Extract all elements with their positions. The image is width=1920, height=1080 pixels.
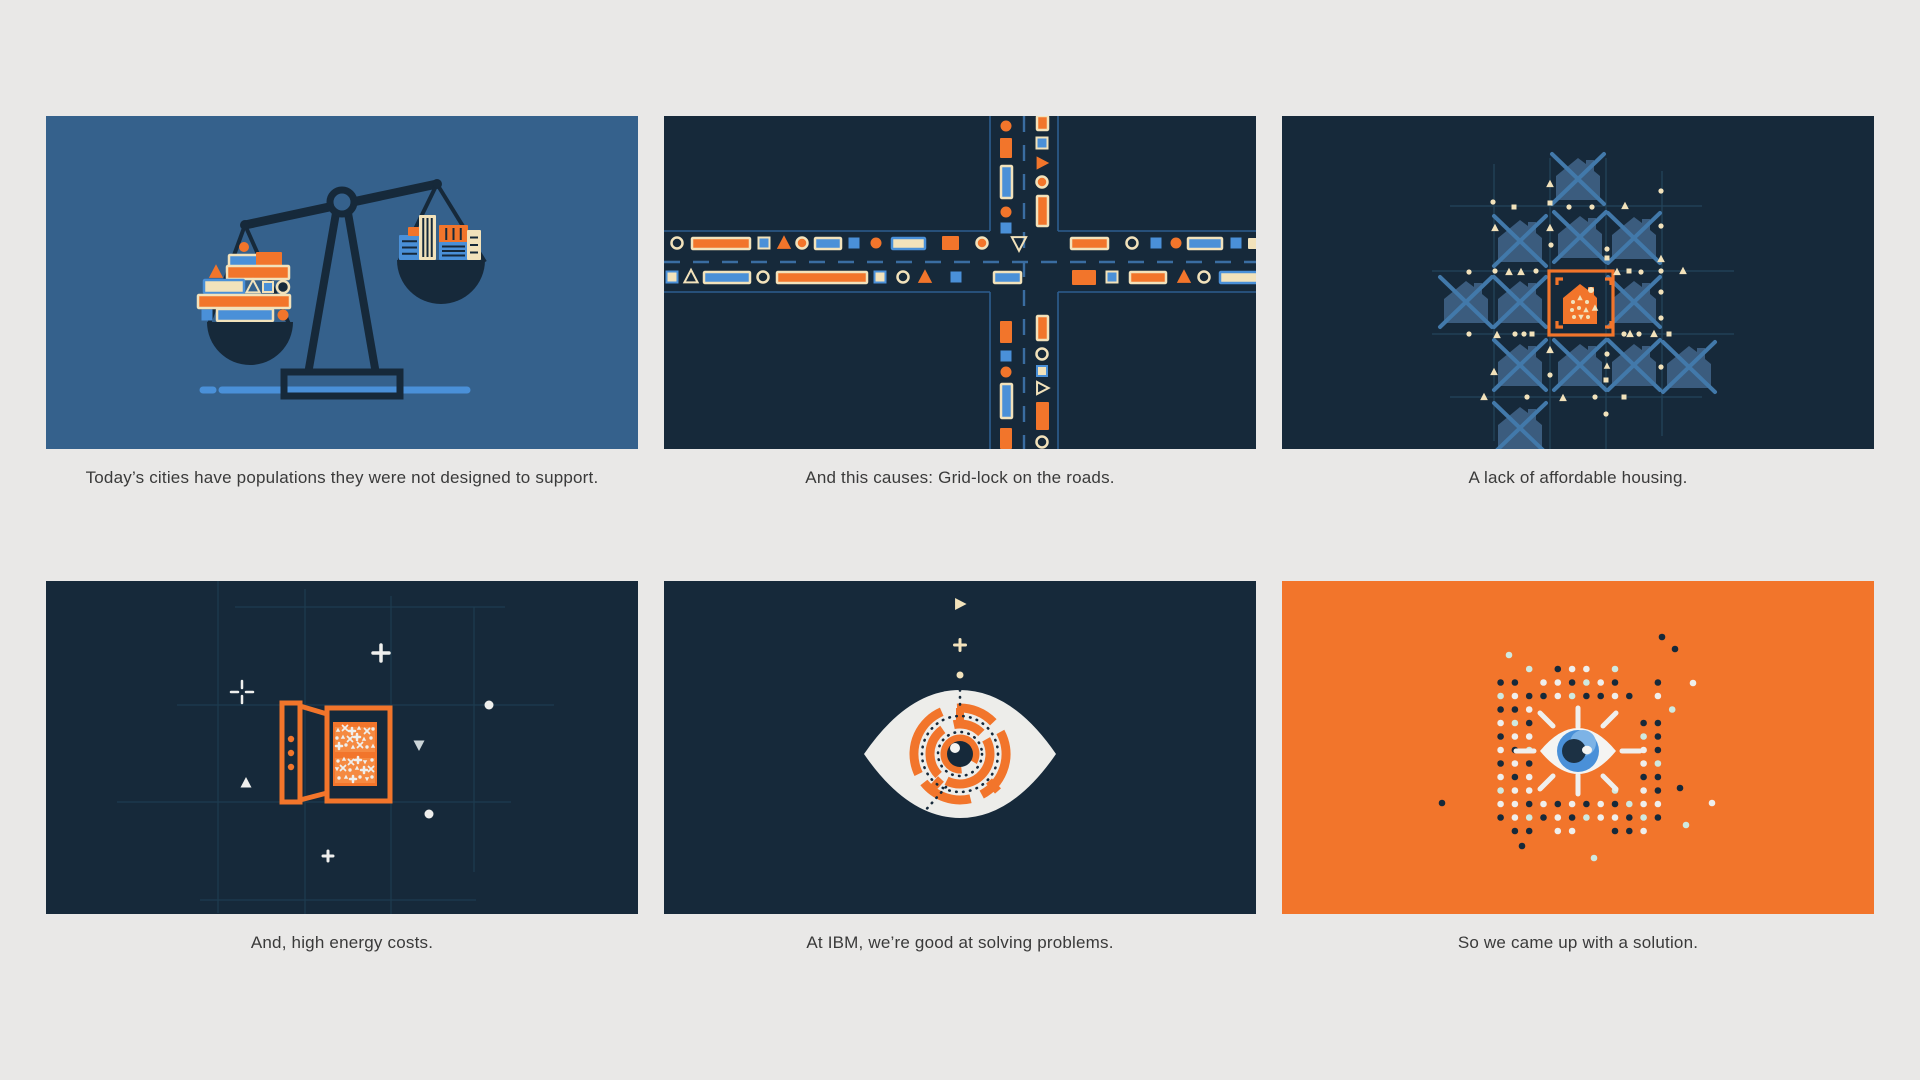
caption-housing: A lack of affordable housing. [1468, 468, 1688, 487]
caption-solution: So we came up with a solution. [1457, 933, 1699, 952]
pupil [947, 741, 973, 767]
traffic-lane-vertical-right [1035, 116, 1051, 449]
city-block-grid [1432, 158, 1734, 449]
balance-scale-illustration [46, 116, 638, 449]
gridlock-illustration [664, 116, 1256, 449]
left-pan [207, 322, 293, 365]
right-pan [397, 260, 485, 304]
housing-scatter [1466, 179, 1687, 417]
caption-cities: Today’s cities have populations they wer… [85, 468, 599, 487]
energy-particles [334, 724, 376, 784]
crossed-out-houses [1438, 152, 1717, 449]
solution-eye-icon [1540, 728, 1616, 774]
pupil-highlight [950, 743, 960, 753]
iris-maze [909, 703, 1011, 805]
housing-illustration [1282, 116, 1874, 449]
beacon-shapes [953, 597, 967, 679]
traffic-lane-vertical-left [999, 120, 1014, 449]
highlight-house-frame [1547, 269, 1615, 337]
maze-dotted-path [920, 688, 1000, 814]
panel-ibm-eye [664, 581, 1256, 914]
energy-scatter [229, 643, 494, 863]
panel-housing [1282, 116, 1874, 449]
energy-box [279, 700, 393, 805]
house-specks [1570, 287, 1599, 320]
city-buildings [399, 215, 481, 260]
eye-maze-illustration [664, 581, 1256, 914]
blueprint-grid [117, 581, 554, 914]
solution-illustration [1282, 581, 1874, 914]
traffic-lane-top [670, 235, 1256, 253]
energy-illustration [46, 581, 638, 914]
fulcrum [326, 186, 358, 218]
traffic-lane-bottom [665, 267, 1256, 285]
panel-cities [46, 116, 638, 449]
population-stack [196, 242, 292, 323]
panel-energy [46, 581, 638, 914]
dot-outliers [1438, 633, 1716, 862]
caption-ibm: At IBM, we’re good at solving problems. [806, 933, 1114, 952]
highlight-house-icon [1563, 284, 1597, 324]
panel-solution [1282, 581, 1874, 914]
panel-gridlock [664, 116, 1256, 449]
door-dots [287, 735, 295, 771]
caption-gridlock: And this causes: Grid-lock on the roads. [805, 468, 1115, 487]
eye-rays [1513, 705, 1643, 797]
caption-energy: And, high energy costs. [250, 933, 434, 952]
road-edges [664, 116, 1256, 449]
